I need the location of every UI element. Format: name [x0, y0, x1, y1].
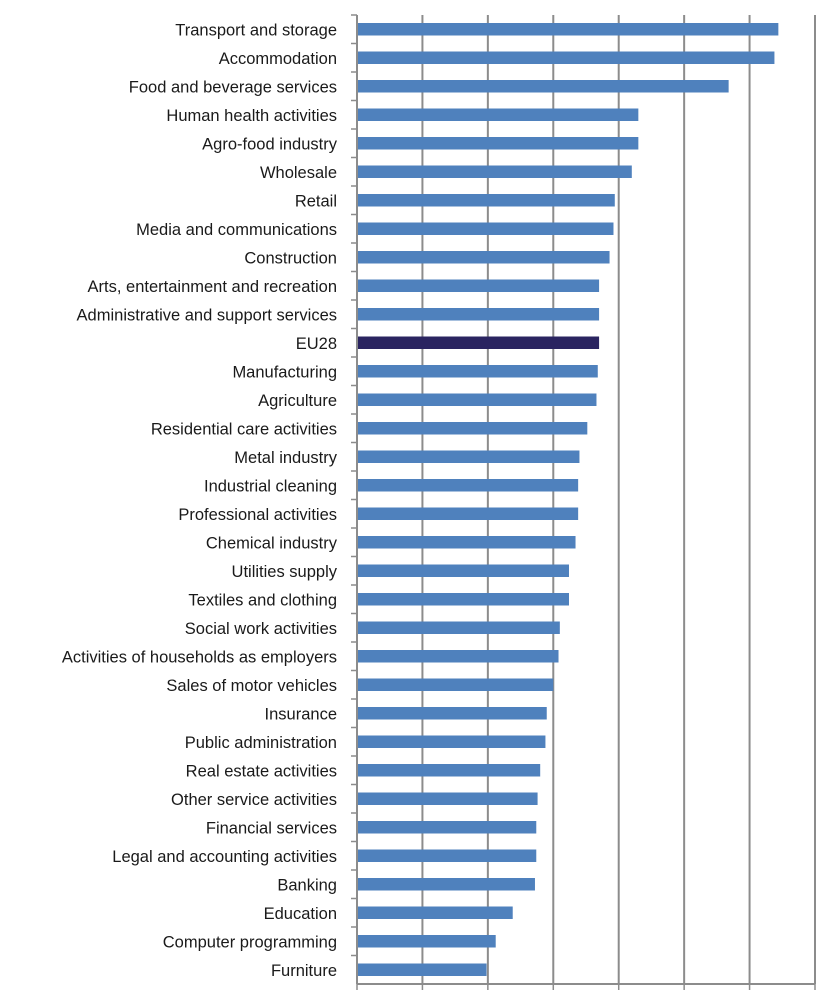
category-label: Food and beverage services [129, 78, 337, 96]
bar [357, 51, 775, 64]
bar [357, 80, 729, 93]
category-label: Real estate activities [186, 762, 337, 780]
bar [357, 308, 600, 321]
bar [357, 878, 535, 891]
category-label: Legal and accounting activities [112, 848, 337, 866]
bar [357, 650, 559, 663]
bar [357, 279, 600, 292]
bar [357, 963, 487, 976]
category-label: Sales of motor vehicles [166, 677, 337, 695]
category-label: Wholesale [260, 164, 337, 182]
category-label: Transport and storage [175, 21, 337, 39]
category-labels: Transport and storage Accommodation Food a… [62, 21, 338, 980]
category-label: Other service activities [171, 791, 337, 809]
category-label: Agro-food industry [202, 135, 338, 153]
bars [357, 23, 779, 976]
category-label: Computer programming [163, 933, 337, 951]
bar [357, 137, 639, 150]
bar [357, 735, 546, 748]
bar [357, 393, 597, 406]
category-label: Construction [244, 249, 337, 267]
category-label: Education [264, 905, 337, 923]
category-label: Textiles and clothing [188, 591, 337, 609]
bar [357, 194, 615, 207]
bar [357, 108, 639, 121]
category-label: Residential care activities [151, 420, 337, 438]
bar [357, 792, 538, 805]
category-label: Social work activities [185, 620, 337, 638]
bar [357, 764, 541, 777]
bar [357, 422, 588, 435]
bar [357, 165, 632, 178]
category-label: Metal industry [234, 449, 337, 467]
category-label: Retail [295, 192, 337, 210]
category-label: Insurance [265, 705, 337, 723]
bar [357, 906, 513, 919]
category-label: Manufacturing [232, 363, 337, 381]
bar [357, 507, 579, 520]
category-label: Media and communications [136, 221, 337, 239]
bar [357, 707, 547, 720]
bar [357, 849, 537, 862]
category-label: Activities of households as employers [62, 648, 337, 666]
category-label: Industrial cleaning [204, 477, 337, 495]
category-label: Accommodation [219, 50, 337, 68]
category-label: Arts, entertainment and recreation [88, 278, 337, 296]
category-label: Utilities supply [232, 563, 338, 581]
category-label: Banking [277, 876, 337, 894]
category-label: Professional activities [178, 506, 337, 524]
category-label: Administrative and support services [77, 306, 337, 324]
category-label: Agriculture [258, 392, 337, 410]
bar [357, 935, 496, 948]
bar [357, 479, 579, 492]
category-label: EU28 [296, 335, 337, 353]
axes [351, 14, 816, 990]
category-label: Furniture [271, 962, 337, 980]
bar [357, 821, 537, 834]
bar [357, 621, 560, 634]
category-label: Financial services [206, 819, 337, 837]
bar [357, 251, 610, 264]
bar [357, 536, 576, 549]
bar [357, 593, 569, 606]
category-label: Human health activities [166, 107, 337, 125]
bar [357, 336, 600, 349]
gridlines [421, 15, 816, 984]
bar [357, 564, 569, 577]
bar [357, 23, 779, 36]
bar [357, 450, 580, 463]
category-label: Public administration [185, 734, 337, 752]
category-label: Chemical industry [206, 534, 338, 552]
bar [357, 222, 614, 235]
bar [357, 678, 554, 691]
bar [357, 365, 598, 378]
